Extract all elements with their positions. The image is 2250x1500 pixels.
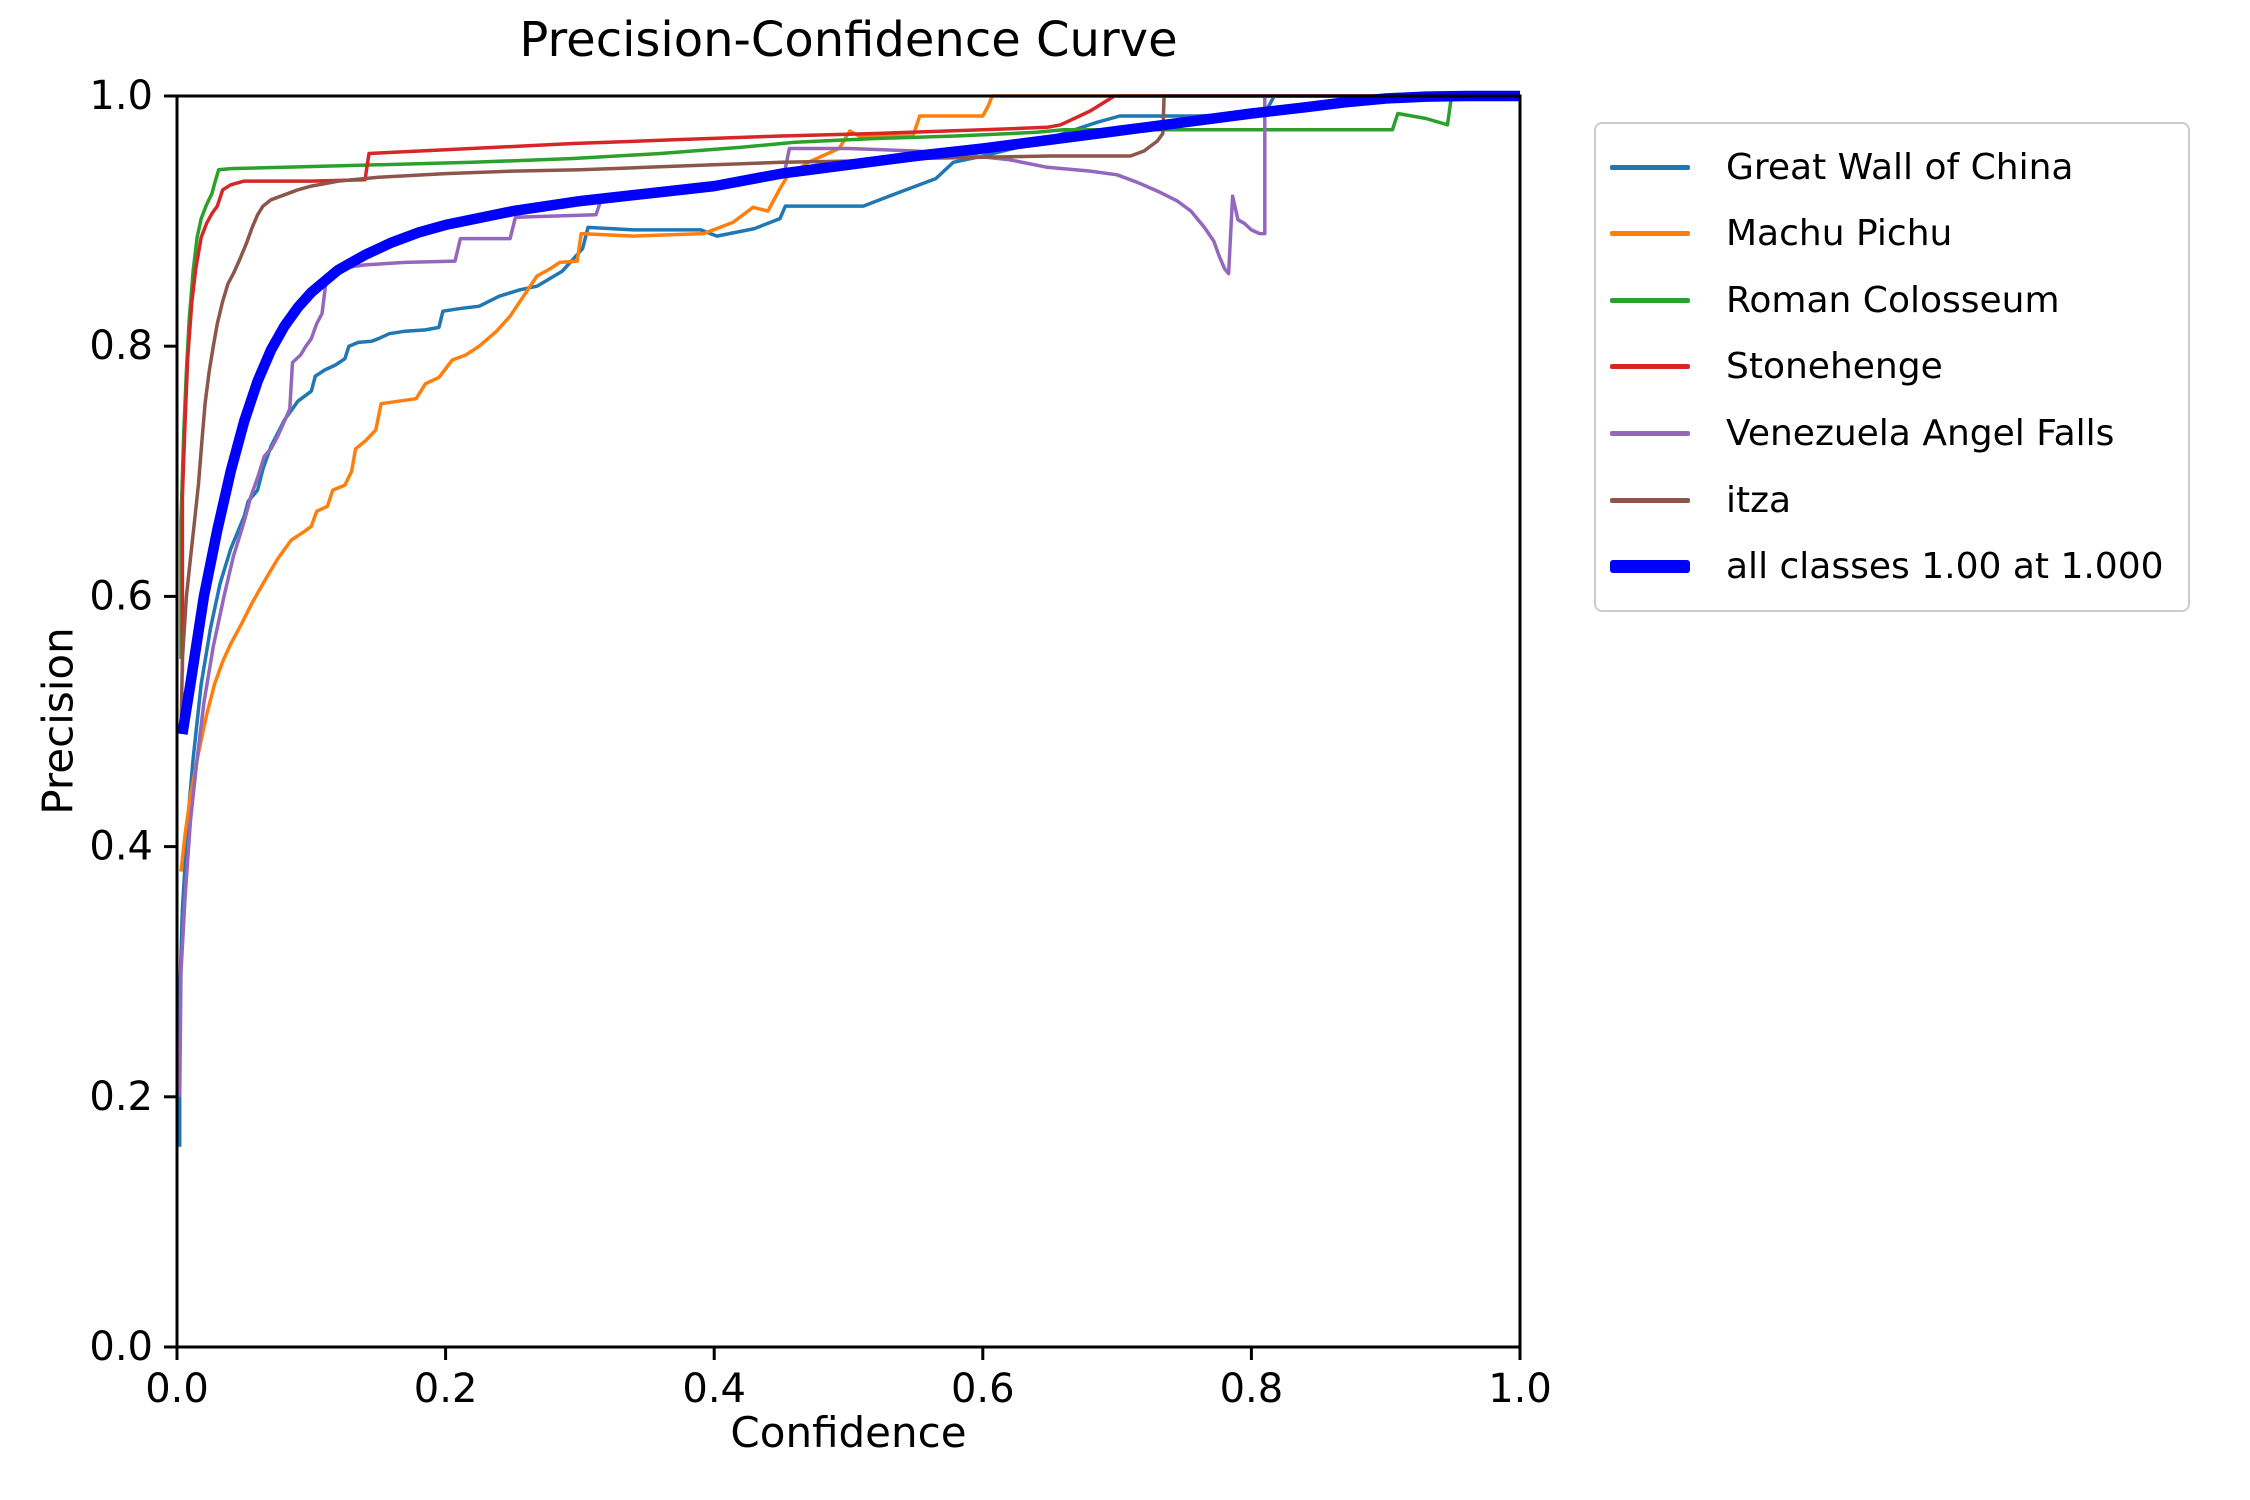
x-axis-label: Confidence xyxy=(730,1408,967,1457)
axes-spines xyxy=(175,94,1522,1349)
legend-label: itza xyxy=(1726,479,1792,521)
x-tick-label: 0.8 xyxy=(1220,1366,1284,1412)
legend-row: all classes 1.00 at 1.000 xyxy=(1610,546,2174,587)
legend-label: Roman Colosseum xyxy=(1726,279,2060,321)
x-tick-label: 0.2 xyxy=(414,1366,478,1412)
legend: Great Wall of China Machu Pichu Roman Colo… xyxy=(1594,122,2190,612)
y-tick-label: 1.0 xyxy=(89,73,153,119)
y-tick-label: 0.6 xyxy=(89,573,153,619)
y-tick-label: 0.8 xyxy=(89,323,153,369)
series-line-machu-pichu xyxy=(179,94,1520,872)
x-tick-label: 0.0 xyxy=(145,1366,209,1412)
y-tick-label: 0.4 xyxy=(89,824,153,870)
legend-label: Venezuela Angel Falls xyxy=(1726,413,2115,455)
legend-line-swatch xyxy=(1610,364,1690,370)
y-tick-label: 0.0 xyxy=(89,1324,153,1370)
legend-label: Stonehenge xyxy=(1726,346,1943,388)
legend-row: Great Wall of China xyxy=(1610,147,2174,188)
series-line-venezuela-angel-falls xyxy=(177,96,1267,1097)
series-line-great-wall-of-china xyxy=(177,94,1520,1147)
x-tick-label: 1.0 xyxy=(1488,1366,1552,1412)
series-line-stonehenge xyxy=(180,94,1520,672)
legend-row: Stonehenge xyxy=(1610,346,2174,387)
legend-line-swatch xyxy=(1610,497,1690,503)
y-tick-label: 0.2 xyxy=(89,1074,153,1120)
legend-label: Machu Pichu xyxy=(1726,213,1953,255)
legend-row: Machu Pichu xyxy=(1610,213,2174,254)
legend-line-swatch xyxy=(1610,297,1690,303)
legend-label: Great Wall of China xyxy=(1726,146,2074,188)
series-line-roman-colosseum xyxy=(179,94,1520,659)
legend-line-swatch xyxy=(1610,431,1690,437)
legend-line-swatch xyxy=(1610,560,1690,574)
x-tick-label: 0.6 xyxy=(951,1366,1015,1412)
x-tick-label: 0.4 xyxy=(682,1366,746,1412)
y-axis-label: Precision xyxy=(33,627,83,815)
legend-row: Venezuela Angel Falls xyxy=(1610,413,2174,454)
legend-line-swatch xyxy=(1610,231,1690,237)
legend-line-swatch xyxy=(1610,164,1690,170)
series-line-itza xyxy=(179,94,1520,735)
legend-row: Roman Colosseum xyxy=(1610,280,2174,321)
series-line-all-classes-1-00-at-1-000 xyxy=(177,90,1520,735)
chart-title: Precision-Confidence Curve xyxy=(519,12,1178,68)
legend-label: all classes 1.00 at 1.000 xyxy=(1726,546,2164,588)
legend-row: itza xyxy=(1610,480,2174,521)
